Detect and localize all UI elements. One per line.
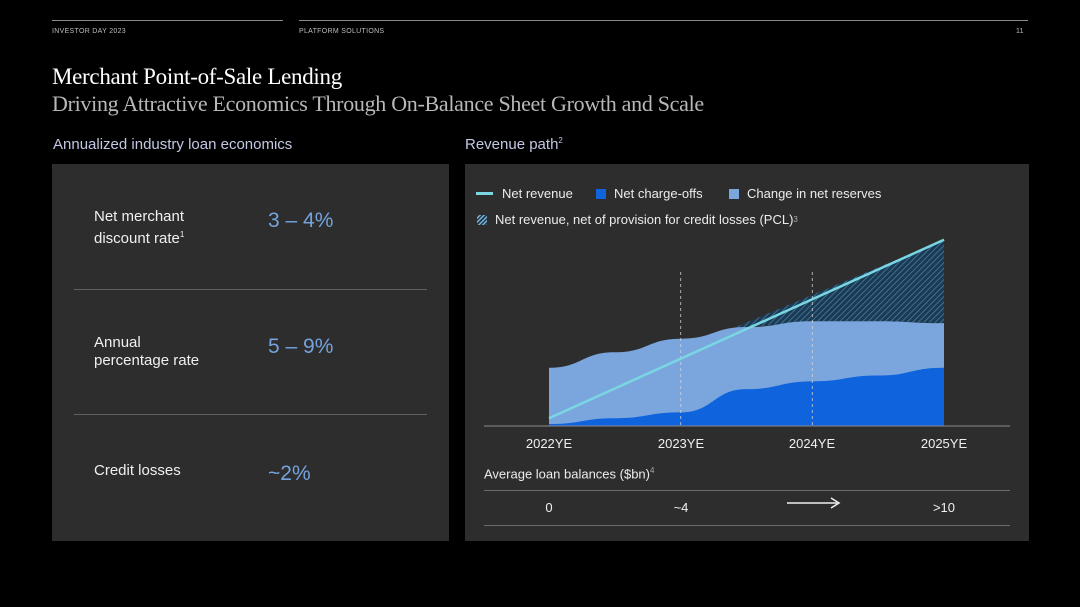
legend-change-in-net-reserves: Change in net reserves [729, 186, 881, 201]
metric-label-discount-rate: Net merchant discount rate1 [94, 208, 185, 247]
balance-value: >10 [932, 500, 956, 515]
metric-value-credit-losses: ~2% [268, 462, 311, 485]
net-charge-offs-area [549, 367, 945, 426]
x-tick-label: 2025YE [920, 436, 968, 451]
metric-value-apr: 5 – 9% [268, 335, 334, 358]
page-subtitle: Driving Attractive Economics Through On-… [52, 91, 704, 116]
header-rule-right [299, 20, 1028, 21]
header-segment: PLATFORM SOLUTIONS [299, 28, 385, 35]
right-heading: Revenue path2 [465, 136, 563, 153]
page-number: 11 [1016, 28, 1024, 35]
pcl-hatched-area [733, 239, 945, 329]
header-rule-left [52, 20, 283, 21]
page-title: Merchant Point-of-Sale Lending [52, 64, 342, 89]
divider [74, 414, 427, 415]
revenue-path-chart [484, 238, 1010, 427]
legend-net-charge-offs: Net charge-offs [596, 186, 703, 201]
balance-arrow [787, 497, 843, 512]
loan-balances-label: Average loan balances ($bn)4 [484, 466, 655, 482]
legend-pcl: Net revenue, net of provision for credit… [477, 212, 798, 227]
x-tick-label: 2024YE [788, 436, 836, 451]
legend-line-swatch [476, 192, 493, 195]
balances-rule [484, 490, 1010, 491]
legend-box-swatch [729, 188, 739, 199]
revenue-path-panel: Net revenue Net charge-offs Change in ne… [465, 164, 1029, 541]
left-heading: Annualized industry loan economics [53, 136, 293, 153]
balances-rule [484, 525, 1010, 526]
legend-box-swatch [596, 188, 606, 199]
x-tick-label: 2022YE [525, 436, 573, 451]
balance-value: 0 [545, 500, 553, 515]
metric-label-apr: Annual percentage rate [94, 334, 200, 369]
arrow-right-icon [787, 497, 841, 509]
balance-value: ~4 [673, 500, 689, 515]
legend-net-revenue: Net revenue [476, 186, 573, 201]
legend-hatch-swatch [477, 214, 487, 225]
net-revenue-line [548, 238, 945, 420]
metric-label-credit-losses: Credit losses [94, 462, 181, 479]
divider [74, 289, 427, 290]
loan-economics-panel: Net merchant discount rate1 3 – 4% Annua… [52, 164, 449, 541]
x-tick-label: 2023YE [657, 436, 705, 451]
header-event: INVESTOR DAY 2023 [52, 28, 126, 35]
metric-value-discount-rate: 3 – 4% [268, 209, 334, 232]
